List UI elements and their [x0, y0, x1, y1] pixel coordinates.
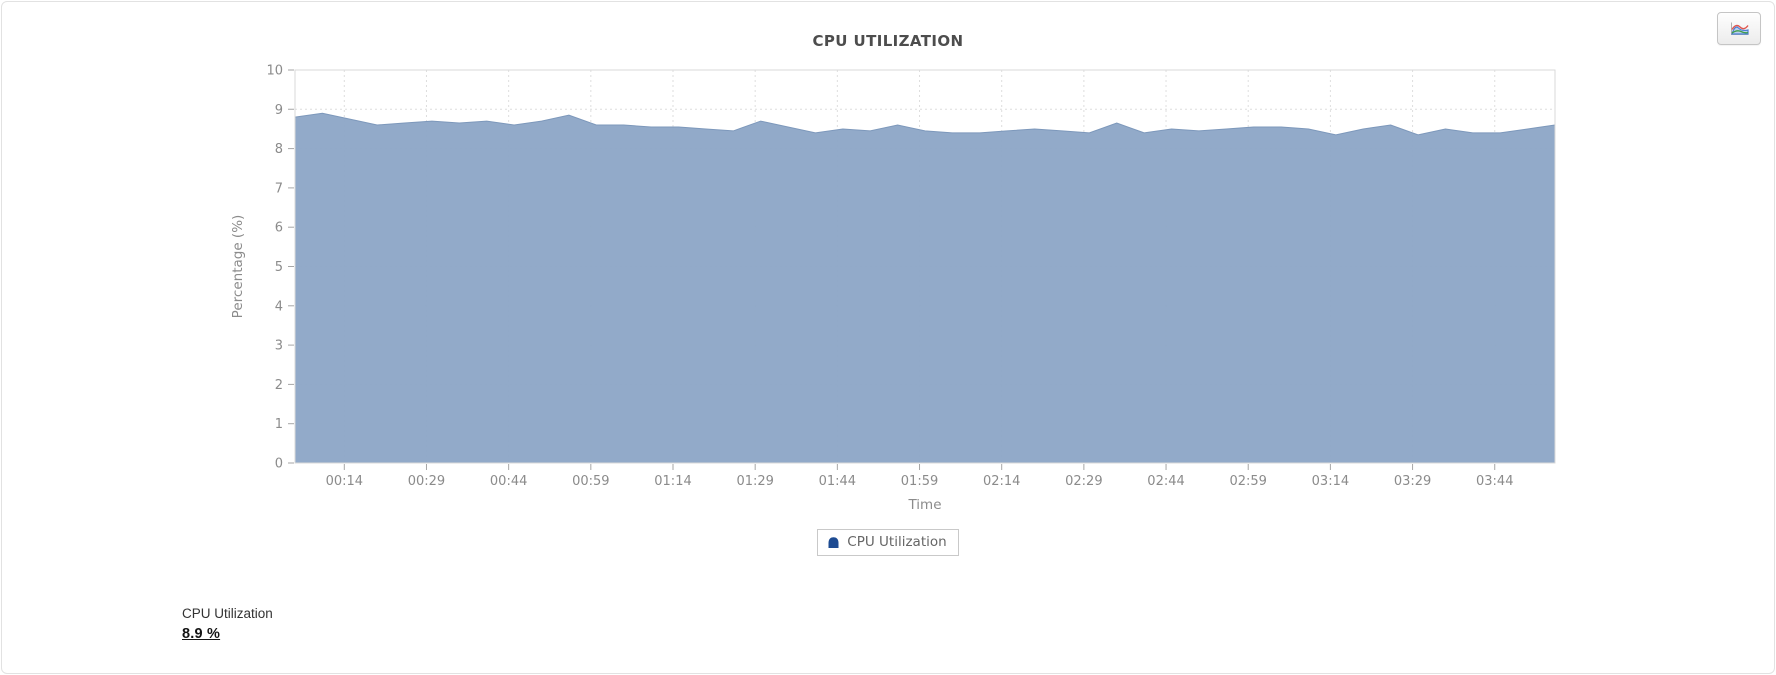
x-tick-label: 01:14 [654, 474, 691, 489]
y-axis: 0 1 2 3 4 5 6 7 8 9 10 [266, 64, 294, 472]
x-tick-label: 03:14 [1312, 474, 1349, 489]
chart-type-button[interactable] [1717, 12, 1761, 45]
x-tick-label: 02:14 [983, 474, 1020, 489]
y-tick-label: 4 [275, 299, 283, 314]
y-tick-label: 10 [266, 64, 283, 79]
x-tick-label: 00:14 [326, 474, 363, 489]
x-tick-label: 00:29 [408, 474, 445, 489]
x-tick-label: 01:59 [901, 474, 938, 489]
x-tick-label: 00:44 [490, 474, 527, 489]
x-axis: 00:14 00:29 00:44 00:59 01:14 01:29 01:44 01:59… [326, 464, 1513, 489]
y-tick-label: 2 [275, 378, 283, 393]
footer-metric-value[interactable]: 8.9 % [182, 626, 221, 642]
y-axis-title: Percentage (%) [230, 215, 246, 319]
legend-item-cpu-utilization[interactable]: CPU Utilization [817, 529, 959, 556]
y-tick-label: 6 [275, 221, 283, 236]
x-tick-label: 03:29 [1394, 474, 1431, 489]
x-tick-label: 01:29 [736, 474, 773, 489]
area-chart-icon [1729, 21, 1750, 37]
y-tick-label: 8 [275, 142, 283, 157]
x-tick-label: 02:59 [1229, 474, 1266, 489]
footer-summary: CPU Utilization 8.9 % [182, 606, 273, 643]
chart-legend: CPU Utilization [2, 529, 1774, 556]
cpu-area-series-edge [294, 112, 1556, 136]
y-tick-label: 9 [275, 103, 283, 118]
y-tick-label: 1 [275, 417, 283, 432]
x-tick-label: 00:59 [572, 474, 609, 489]
plot-border [294, 69, 1556, 464]
x-axis-title: Time [907, 497, 941, 513]
legend-item-label: CPU Utilization [847, 534, 947, 550]
y-tick-label: 3 [275, 339, 283, 354]
x-tick-label: 01:44 [819, 474, 856, 489]
y-tick-label: 0 [275, 457, 283, 472]
x-tick-label: 02:29 [1065, 474, 1102, 489]
y-tick-label: 7 [275, 181, 283, 196]
chart-title: CPU UTILIZATION [812, 32, 964, 50]
y-tick-label: 5 [275, 260, 283, 275]
footer-metric-label: CPU Utilization [182, 606, 273, 621]
x-tick-label: 02:44 [1147, 474, 1184, 489]
x-tick-label: 03:44 [1476, 474, 1513, 489]
cpu-area-series[interactable] [295, 113, 1555, 463]
cpu-utilization-chart: 0 1 2 3 4 5 6 7 8 9 10 00:14 00:29 00:44 00:59 01:14 01:… [230, 64, 1556, 513]
legend-marker-icon [827, 536, 840, 549]
